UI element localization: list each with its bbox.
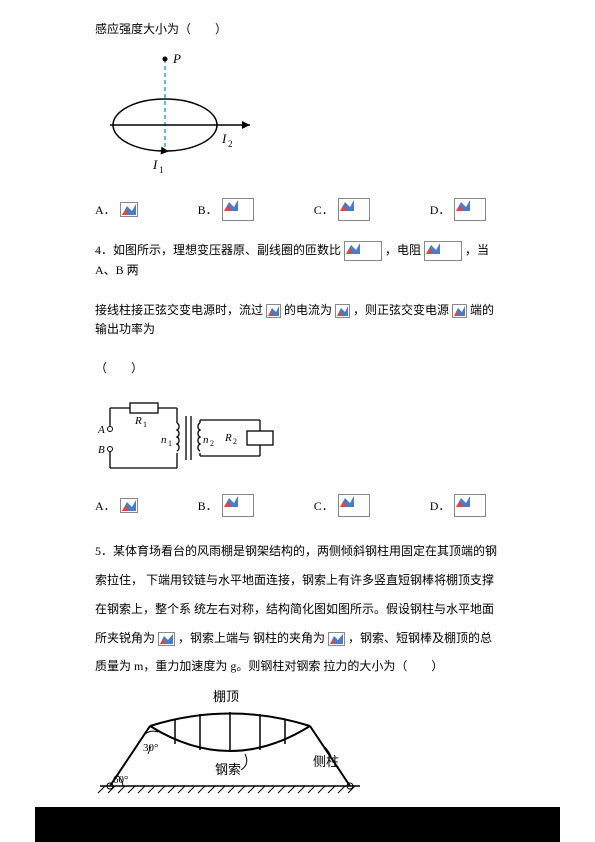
svg-text:n: n	[161, 434, 167, 446]
broken-image-icon	[222, 494, 254, 517]
q3-opt-c-label: C．	[314, 201, 334, 218]
q5-text: 5．某体育场看台的风雨棚是钢架结构的，两侧倾斜钢柱用固定在其顶端的钢索拉住， 下…	[95, 537, 500, 681]
svg-text:I: I	[152, 157, 158, 172]
broken-image-icon	[424, 241, 462, 261]
q4-line3: （ ）	[95, 359, 500, 378]
q4-opt-d-label: D．	[430, 497, 451, 514]
svg-text:2: 2	[210, 439, 214, 448]
svg-text:2: 2	[228, 139, 233, 149]
broken-image-icon	[344, 241, 382, 261]
broken-image-icon	[454, 198, 486, 221]
broken-image-icon	[328, 632, 345, 646]
svg-text:I: I	[221, 131, 227, 146]
q3-opt-b-label: B．	[198, 201, 218, 218]
q3-opt-d-label: D．	[430, 201, 451, 218]
q3-opt-a-label: A．	[95, 201, 116, 218]
q4-opt-b-label: B．	[198, 497, 218, 514]
broken-image-icon	[338, 198, 370, 221]
broken-image-icon	[120, 498, 138, 513]
q4-opt-c-label: C．	[314, 497, 334, 514]
broken-image-icon	[222, 198, 254, 221]
broken-image-icon	[452, 304, 467, 318]
q3-diagram: P I 1 I 2	[95, 47, 500, 186]
svg-text:R: R	[134, 415, 142, 427]
broken-image-icon	[120, 202, 138, 217]
q4-line1: 4．如图所示，理想变压器原、副线圈的匝数比 ，电阻 ，当 A、B 两	[95, 241, 500, 280]
broken-image-icon	[454, 494, 486, 517]
svg-text:60°: 60°	[113, 774, 128, 786]
q3-intro: 感应强度大小为（ ）	[95, 20, 500, 39]
svg-text:P: P	[172, 51, 181, 66]
svg-text:2: 2	[233, 437, 237, 446]
roof-label: 棚顶	[213, 689, 239, 704]
broken-image-icon	[335, 304, 350, 318]
q4-diagram: A B R1 n1 n2 R2	[95, 398, 500, 482]
svg-text:R: R	[224, 432, 232, 444]
svg-text:1: 1	[143, 420, 147, 429]
broken-image-icon	[158, 632, 175, 646]
svg-text:A: A	[97, 424, 105, 436]
broken-image-icon	[266, 304, 281, 318]
svg-text:1: 1	[159, 165, 164, 175]
column-label: 侧柱	[313, 754, 339, 769]
q4-opt-a-label: A．	[95, 497, 116, 514]
cable-label: 钢索	[215, 762, 241, 777]
q4-line2: 接线柱接正弦交变电源时，流过 的电流为 ，则正弦交变电源 端的输出功率为	[95, 301, 500, 339]
q5-diagram: 60° 30° 棚顶 钢索 侧柱	[95, 686, 500, 800]
svg-text:1: 1	[168, 439, 172, 448]
svg-text:n: n	[203, 434, 209, 446]
broken-image-icon	[338, 494, 370, 517]
footer-redaction	[35, 807, 560, 842]
q4-options: A． B． C． D．	[95, 494, 500, 517]
svg-text:B: B	[98, 444, 105, 456]
q3-options: A． B． C． D．	[95, 198, 500, 221]
